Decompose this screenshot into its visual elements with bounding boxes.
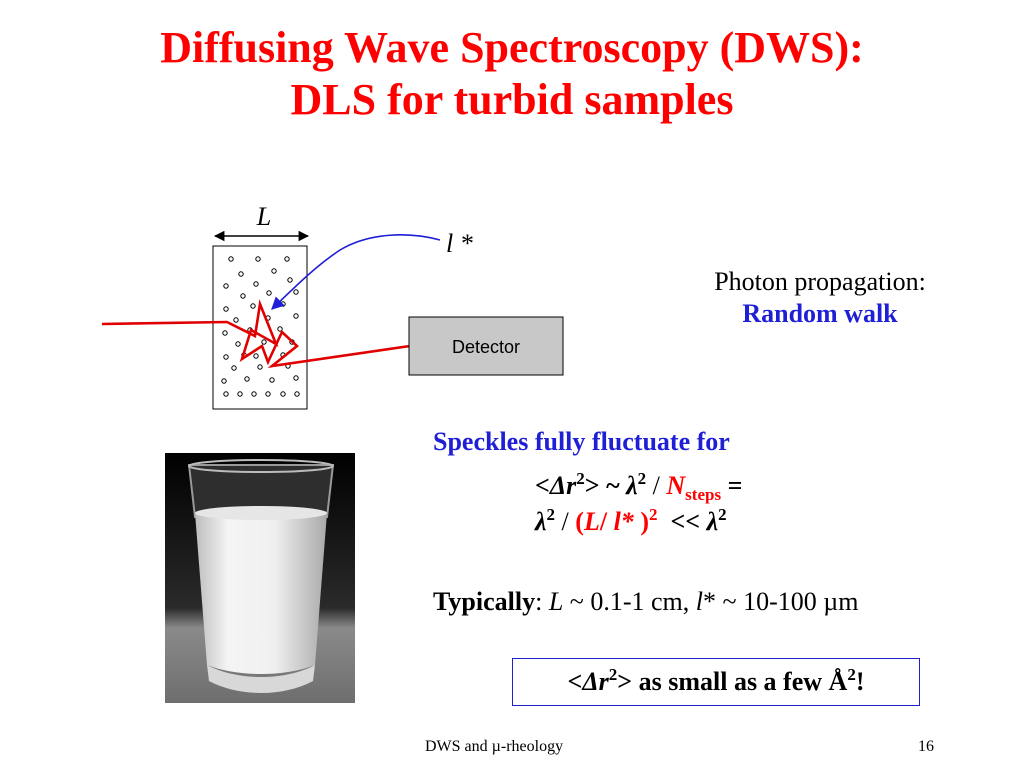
length-label: L — [256, 202, 271, 231]
speckle-condition-line-2: λ2 / (L/ l* )2 << λ2 — [535, 505, 727, 536]
photon-propagation-note: Photon propagation: Random walk — [660, 266, 980, 330]
milk-glass-photo — [165, 453, 355, 703]
mean-free-path-label: l * — [446, 229, 473, 258]
highlight-box: <Δr2> as small as a few Å2! — [512, 658, 920, 706]
random-walk-label: Random walk — [742, 299, 898, 328]
page-number: 16 — [918, 738, 934, 755]
photon-random-walk-path — [101, 299, 411, 368]
detector-label: Detector — [452, 337, 520, 357]
title-line-1: Diffusing Wave Spectroscopy (DWS): — [160, 23, 864, 72]
slide-title: Diffusing Wave Spectroscopy (DWS): DLS f… — [0, 22, 1024, 126]
photon-heading: Photon propagation: — [714, 267, 926, 296]
mean-free-path-pointer — [271, 234, 441, 310]
speckles-heading: Speckles fully fluctuate for — [433, 427, 730, 456]
speckle-condition-line-1: <Δr2> ~ λ2 / Nsteps = — [535, 469, 743, 504]
title-line-2: DLS for turbid samples — [290, 75, 734, 124]
footer-title: DWS and µ-rheology — [425, 738, 564, 755]
detector-box — [408, 316, 564, 376]
sample-cuvette — [212, 245, 308, 410]
typical-values: Typically: L ~ 0.1-1 cm, l* ~ 10-100 µm — [433, 587, 859, 616]
